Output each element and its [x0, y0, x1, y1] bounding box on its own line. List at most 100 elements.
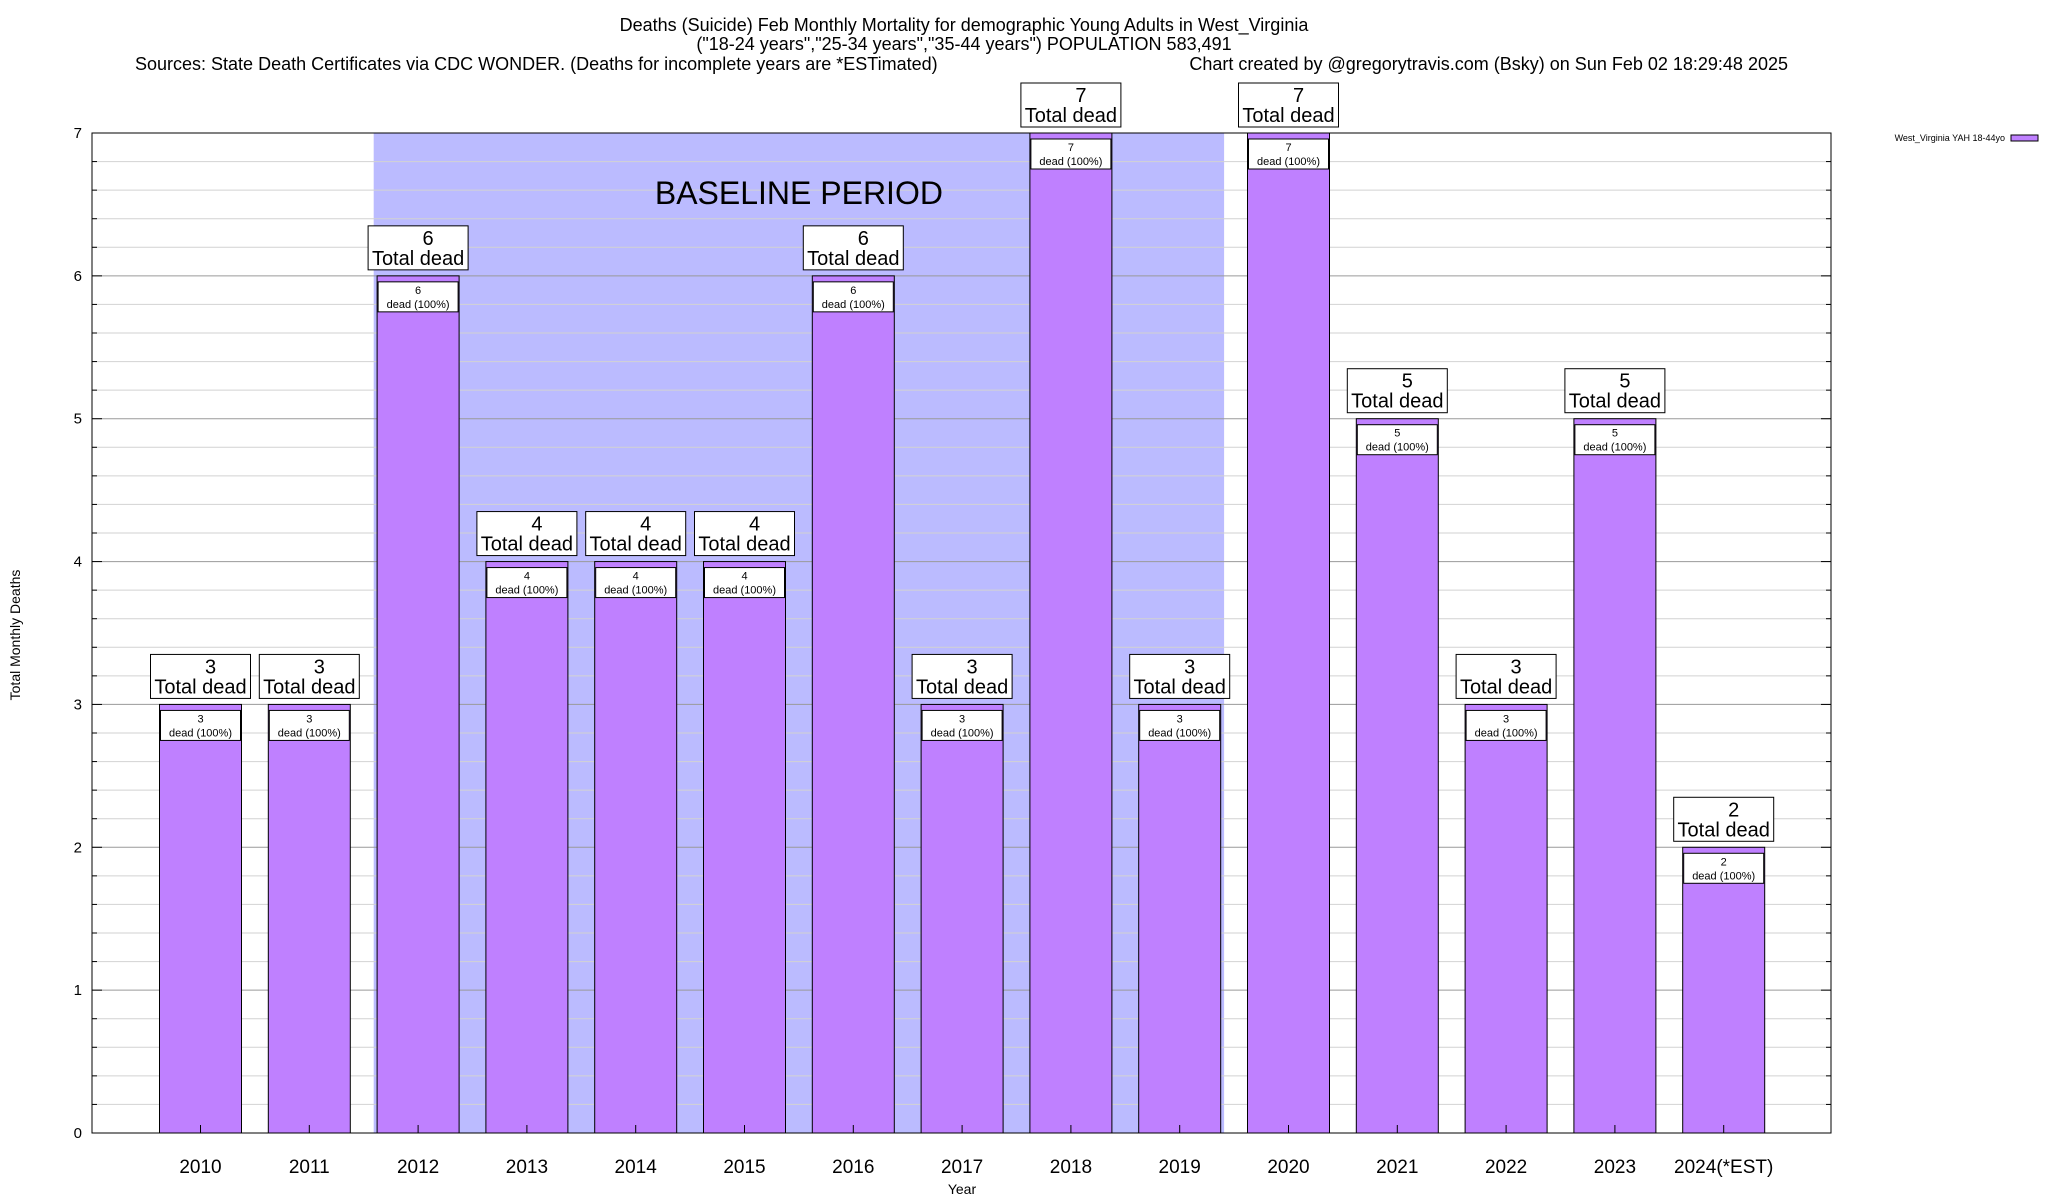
bar-annotation-box	[1238, 82, 1339, 128]
bar	[1464, 703, 1548, 1134]
bar-inner-box	[1030, 138, 1112, 170]
bar-inner-value: 4	[741, 571, 747, 583]
x-tick-label: 2018	[1050, 1157, 1092, 1178]
x-tick-label: 2016	[832, 1157, 874, 1178]
bar-inner-value: 3	[1503, 713, 1509, 725]
bar	[811, 275, 895, 1134]
y-axis-label: Total Monthly Deaths	[7, 570, 23, 701]
y-tick-label: 5	[74, 411, 82, 428]
bar-annotation-box	[258, 653, 360, 699]
bar-annotation-box	[1346, 368, 1448, 414]
bar-inner-value: 6	[415, 285, 421, 297]
bar-annotation-value: 5	[1402, 371, 1413, 393]
baseline-label: BASELINE PERIOD	[655, 175, 943, 211]
bar-annotation-box	[150, 653, 251, 699]
bar-annotation-value: 7	[1293, 85, 1304, 107]
bar-inner-box	[160, 709, 241, 741]
bar-inner-label: dead (100%)	[1366, 442, 1429, 454]
bar	[1682, 846, 1766, 1134]
bar-inner-value: 3	[306, 713, 312, 725]
y-tick-label: 3	[74, 696, 82, 713]
bar	[1138, 703, 1222, 1134]
bar-inner-label: dead (100%)	[278, 727, 341, 739]
bar-annotation-label: Total dead	[807, 248, 899, 270]
bar-annotation-box	[1564, 368, 1666, 414]
bar-annotation-label: Total dead	[263, 676, 355, 698]
bar	[1029, 132, 1113, 1134]
bar-annotation-label: Total dead	[1025, 105, 1117, 127]
bar-inner-box	[268, 709, 350, 741]
bar-annotation-label: Total dead	[1460, 676, 1552, 698]
bar-inner-box	[1465, 709, 1547, 741]
bar-annotation-label: Total dead	[590, 534, 682, 556]
bar-annotation-label: Total dead	[916, 676, 1008, 698]
bar-inner-value: 4	[633, 571, 639, 583]
bar-annotation-box	[1129, 653, 1231, 699]
bar-annotation-box	[367, 225, 469, 271]
x-tick-label: 2010	[179, 1157, 221, 1178]
x-tick-label: 2021	[1376, 1157, 1418, 1178]
bar-inner-box	[1248, 138, 1329, 170]
bar-inner-value: 3	[197, 713, 203, 725]
bar-inner-label: dead (100%)	[1475, 727, 1538, 739]
bar-annotation-value: 3	[205, 656, 216, 678]
bar-inner-value: 5	[1612, 428, 1618, 440]
bar-inner-label: dead (100%)	[387, 299, 450, 311]
y-tick-label: 6	[74, 268, 82, 285]
bar-inner-label: dead (100%)	[931, 727, 994, 739]
bar	[1355, 418, 1439, 1134]
bar-annotation-value: 4	[640, 514, 651, 536]
bar-inner-value: 5	[1394, 428, 1400, 440]
y-tick-label: 1	[74, 982, 82, 999]
bar-inner-box	[1574, 424, 1656, 456]
bar-inner-value: 3	[959, 713, 965, 725]
bar	[159, 703, 242, 1134]
bar-annotation-value: 7	[1075, 85, 1086, 107]
legend-label: West_Virginia YAH 18-44yo	[1895, 133, 2005, 143]
x-tick-label: 2024(*EST)	[1674, 1157, 1773, 1178]
bar-annotation-label: Total dead	[1569, 391, 1661, 413]
bar-annotation-value: 5	[1619, 371, 1630, 393]
x-tick-label: 2013	[506, 1157, 548, 1178]
bar-annotation-box	[585, 511, 687, 557]
bar-inner-label: dead (100%)	[1583, 442, 1646, 454]
bar-inner-box	[1683, 852, 1765, 884]
bar-annotation-value: 4	[531, 514, 542, 536]
x-tick-label: 2023	[1594, 1157, 1636, 1178]
bar-annotation-value: 6	[858, 228, 869, 250]
x-tick-label: 2020	[1267, 1157, 1309, 1178]
legend: West_Virginia YAH 18-44yo	[1895, 133, 2039, 143]
bar-inner-box	[1356, 424, 1438, 456]
x-tick-label: 2014	[615, 1157, 658, 1178]
bar-annotation-box	[1020, 82, 1122, 128]
bar-inner-value: 6	[850, 285, 856, 297]
bar-annotation-value: 3	[1511, 656, 1522, 678]
bar-annotation-label: Total dead	[698, 534, 790, 556]
bar-inner-label: dead (100%)	[822, 299, 885, 311]
title-line-1: Deaths (Suicide) Feb Monthly Mortality f…	[620, 15, 1310, 36]
bar-inner-box	[704, 567, 785, 599]
bar-inner-value: 3	[1177, 713, 1183, 725]
legend-swatch	[2010, 134, 2039, 142]
bar-annotation-value: 2	[1728, 799, 1739, 821]
bar-inner-label: dead (100%)	[495, 585, 558, 597]
bar-annotation-value: 6	[423, 228, 434, 250]
x-tick-label: 2022	[1485, 1157, 1527, 1178]
bar-annotation-value: 3	[314, 656, 325, 678]
bar-annotation-value: 3	[967, 656, 978, 678]
bar	[1247, 132, 1330, 1134]
bar	[1573, 418, 1657, 1134]
bar	[703, 561, 786, 1134]
bar-inner-label: dead (100%)	[1148, 727, 1211, 739]
bar-annotation-label: Total dead	[481, 534, 573, 556]
bar	[267, 703, 351, 1134]
bar-inner-box	[812, 281, 894, 313]
x-tick-label: 2015	[723, 1157, 765, 1178]
bar-inner-box	[1139, 709, 1221, 741]
bar-inner-box	[595, 567, 677, 599]
x-tick-label: 2017	[941, 1157, 983, 1178]
bar	[376, 275, 460, 1134]
bar-annotation-box	[802, 225, 904, 271]
bar-inner-value: 7	[1068, 142, 1074, 154]
y-tick-label: 2	[74, 839, 82, 856]
